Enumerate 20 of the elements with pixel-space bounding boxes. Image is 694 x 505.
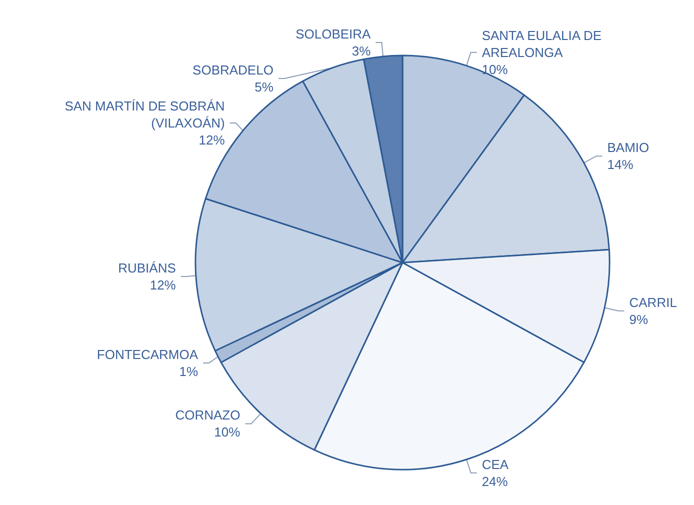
data-label: 12% — [150, 277, 176, 292]
data-label: 3% — [352, 44, 372, 59]
slice-label: RUBIÁNS — [118, 260, 176, 276]
data-label: 12% — [198, 132, 226, 148]
data-label: 10% — [482, 62, 508, 77]
data-label: 14% — [607, 157, 634, 172]
slice-label: SAN MARTÍN DE SOBRÁN (VILAXOÁN) — [64, 98, 225, 131]
slice-label: CEA — [482, 456, 509, 472]
data-label: 5% — [254, 80, 274, 95]
slice-label: SOBRADELO — [192, 62, 274, 78]
data-label: 24% — [482, 474, 508, 489]
data-label: 9% — [629, 312, 648, 327]
slice-label: BAMIO — [607, 140, 650, 156]
data-label: 10% — [214, 424, 241, 440]
slice-label: FONTECARMOA — [96, 346, 198, 362]
slice-label: SOLOBEIRA — [296, 26, 372, 42]
slice-label: CORNAZO — [175, 408, 240, 423]
data-label: 1% — [179, 364, 198, 379]
slice-label: SANTA EULALIA DE AREALONGA — [482, 28, 602, 60]
slice-label: CARRIL — [629, 294, 677, 310]
